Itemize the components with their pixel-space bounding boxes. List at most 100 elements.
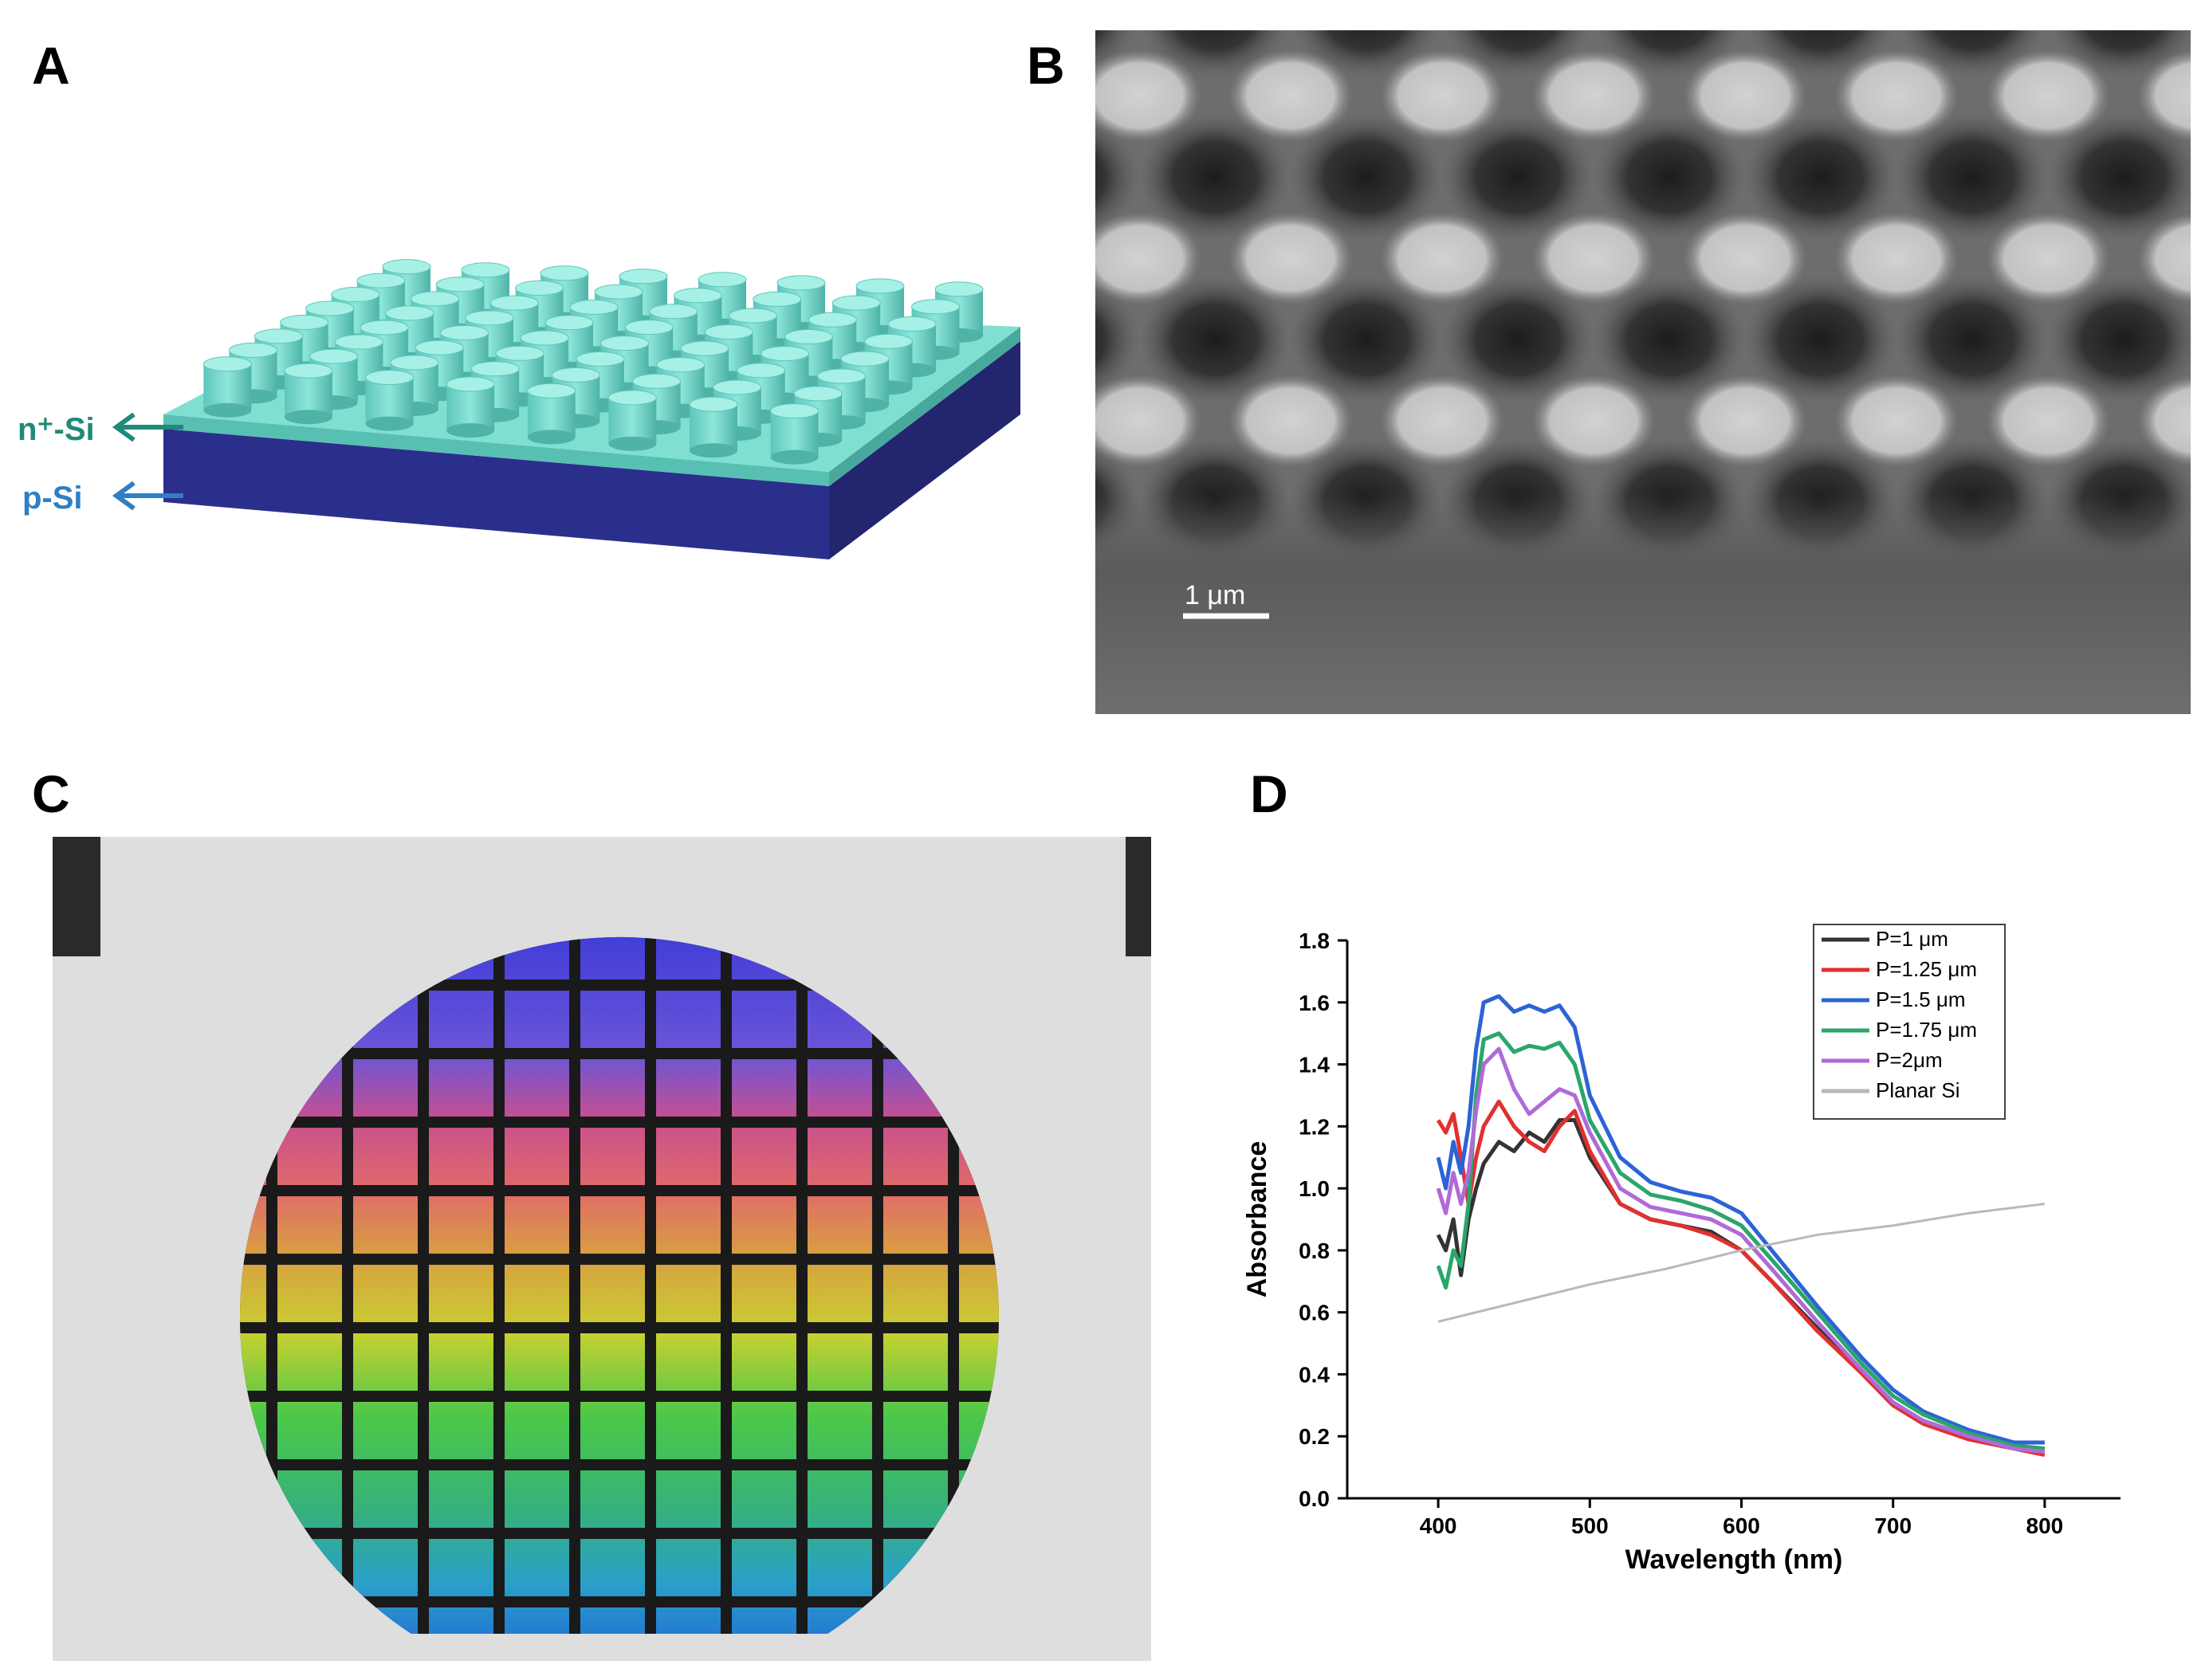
nanopillar: [446, 376, 495, 438]
sem-dark-spot: [1291, 276, 1442, 403]
dark-corner-left: [53, 837, 100, 956]
plot-axes: [1346, 940, 2120, 1500]
panel-label-c: C: [32, 764, 70, 823]
sem-dark-spot: [2048, 276, 2191, 403]
y-tick-label: 1.4: [1299, 1053, 1330, 1077]
sem-bright-spot: [1380, 212, 1504, 304]
die-street-horizontal: [240, 1185, 999, 1196]
nanopillar: [284, 363, 333, 425]
sem-bright-spot: [1380, 49, 1504, 142]
sem-dark-spot: [1594, 276, 1745, 403]
x-tick-label: 600: [1723, 1513, 1760, 1538]
sem-dark-spot: [1095, 281, 1139, 398]
legend-entry: P=1.25 μm: [1876, 957, 1977, 981]
sem-bright-spot: [1095, 375, 1201, 467]
nanopillar: [607, 390, 657, 451]
sem-bright-spot: [1683, 375, 1807, 467]
absorbance-plot: 400 500 600 700 800 0.0 0.2 0.4 0.6 0.8 1.0 1.2 1.4 1…: [1242, 924, 2120, 1575]
die-street-vertical: [872, 936, 883, 1634]
y-tick-label: 1.0: [1299, 1176, 1330, 1201]
sem-bright-spot: [1834, 212, 1959, 304]
nanopillar: [527, 383, 576, 445]
die-street-vertical: [493, 936, 505, 1634]
sem-dark-spot: [1291, 113, 1442, 241]
sem-bright-spot: [1683, 212, 1807, 304]
y-tick-label: 0.8: [1299, 1238, 1330, 1263]
panel-d-absorbance-chart: 400 500 600 700 800 0.0 0.2 0.4 0.6 0.8 1.0 1.2 1.4 1…: [1228, 909, 2184, 1578]
wafer-photograph: [53, 837, 1151, 1661]
nanopillar: [770, 403, 820, 465]
p-si-arrowhead: [112, 481, 136, 511]
plot-legend: P=1 μm P=1.25 μm P=1.5 μm P=1.75 μm P=2μm Pla…: [1813, 924, 2006, 1120]
legend-entry: P=1.75 μm: [1876, 1018, 1977, 1042]
p-si-side-face: [829, 341, 1020, 559]
sem-dark-spot: [1442, 113, 1594, 241]
sem-bright-spot: [1986, 375, 2110, 467]
panel-b-sem-image: 1 μm: [1095, 30, 2191, 714]
die-street-vertical: [645, 936, 656, 1634]
p-si-front-face: [163, 429, 829, 559]
die-street-vertical: [569, 936, 580, 1634]
y-tick-label: 1.8: [1299, 928, 1330, 953]
series-line: [1436, 1046, 2046, 1454]
sem-dark-spot: [1745, 276, 1896, 403]
sem-bright-spot: [1228, 375, 1353, 467]
die-street-horizontal: [240, 1596, 999, 1607]
die-street-horizontal: [240, 1528, 999, 1539]
nanopillar-array: [202, 259, 984, 465]
x-tick-label: 800: [2026, 1513, 2064, 1538]
sem-dark-spot: [1896, 113, 2048, 241]
nanopillar-device-diagram: n⁺-Si p-Si: [18, 259, 1020, 559]
panel-label-b: B: [1027, 36, 1065, 95]
die-street-horizontal: [240, 1117, 999, 1128]
y-tick-label: 1.6: [1299, 991, 1330, 1015]
sem-bright-spot: [1095, 49, 1201, 142]
sem-dark-spot: [1139, 113, 1291, 241]
sem-dark-spot: [1896, 276, 2048, 403]
legend-entry: P=1.5 μm: [1876, 987, 1966, 1011]
y-tick-label: 0.2: [1299, 1424, 1330, 1449]
panel-label-d: D: [1250, 764, 1288, 823]
scale-bar-label: 1 μm: [1185, 580, 1245, 610]
die-street-horizontal: [240, 1048, 999, 1059]
sem-bright-spot: [1531, 375, 1656, 467]
nanopillar: [689, 396, 738, 458]
sem-bright-spot: [1986, 212, 2110, 304]
legend-entry: Planar Si: [1876, 1078, 1960, 1102]
n-si-front-face: [163, 414, 829, 486]
y-tick-label: 0.6: [1299, 1301, 1330, 1325]
sem-bright-spot: [1834, 375, 1959, 467]
n-si-label: n⁺-Si: [18, 412, 95, 447]
y-tick-label: 0.4: [1299, 1362, 1330, 1387]
sem-bright-spot: [1531, 212, 1656, 304]
x-axis-label: Wavelength (nm): [1625, 1545, 1843, 1575]
sem-bright-spot: [1986, 49, 2110, 142]
sem-bright-spot: [1683, 49, 1807, 142]
legend-entry: P=2μm: [1876, 1048, 1943, 1072]
y-tick-label: 1.2: [1299, 1114, 1330, 1139]
sem-dark-spot: [1745, 113, 1896, 241]
nanopillar: [365, 370, 415, 431]
sem-micrograph: 1 μm: [1095, 30, 2191, 714]
panel-a-schematic: n⁺-Si p-Si: [0, 183, 1052, 598]
die-street-horizontal: [240, 1391, 999, 1402]
sem-dark-spot: [1594, 113, 1745, 241]
sem-bright-spot: [1228, 212, 1353, 304]
plot-ticks: 400 500 600 700 800 0.0 0.2 0.4 0.6 0.8 1.0 1.2 1.4 1…: [1299, 928, 2063, 1538]
die-street-horizontal: [240, 1254, 999, 1265]
series-line: [1437, 1203, 2046, 1323]
n-si-side-face: [829, 327, 1020, 486]
sem-bright-spot: [1380, 375, 1504, 467]
sem-dark-spot: [2048, 113, 2191, 241]
panel-label-a: A: [32, 36, 70, 95]
sem-dark-spot: [1139, 276, 1291, 403]
legend-box: [1813, 924, 2006, 1120]
die-street-vertical: [796, 936, 808, 1634]
n-si-arrowhead: [112, 412, 136, 442]
sem-dark-spot: [1442, 276, 1594, 403]
panel-c-wafer-photo: [53, 837, 1151, 1661]
y-axis-label: Absorbance: [1242, 1141, 1272, 1298]
x-tick-label: 700: [1874, 1513, 1912, 1538]
series-line: [1436, 1099, 2046, 1458]
sem-bright-spot: [1834, 49, 1959, 142]
